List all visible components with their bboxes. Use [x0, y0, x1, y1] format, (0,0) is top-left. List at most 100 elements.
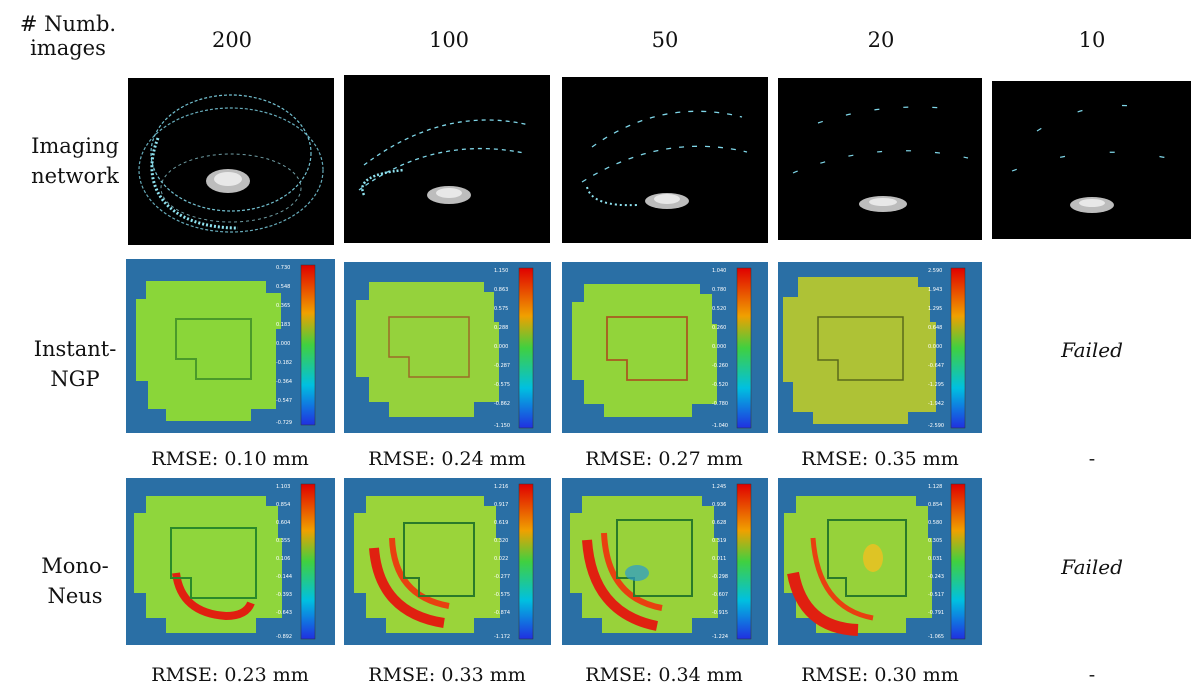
row-label-line: Mono-	[41, 554, 109, 578]
mono-neus-map-100: 1.216 0.917 0.619 0.320 0.022 -0.277 -0.…	[344, 478, 551, 645]
cbar-label: 1.103	[276, 484, 290, 490]
mono-neus-failed-10: Failed	[1061, 555, 1123, 579]
mono-neus-rmse-200: RMSE: 0.23 mm	[151, 664, 309, 686]
mono-neus-map-200: 1.103 0.854 0.604 0.355 0.106 -0.144 -0.…	[126, 478, 335, 645]
row-label-imaging-network: Imaging network	[20, 131, 130, 192]
imaging-network-50-render	[581, 110, 748, 209]
cbar-label: 1.216	[494, 484, 508, 490]
mono-neus-map-200-render: 1.103 0.854 0.604 0.355 0.106 -0.144 -0.…	[126, 478, 335, 645]
cbar-label: 1.245	[712, 484, 726, 490]
cbar-label: 0.288	[494, 325, 508, 331]
cbar-label: 0.520	[712, 306, 726, 312]
instant-ngp-map-200: 0.730 0.548 0.365 0.183 0.000 -0.182 -0.…	[126, 259, 335, 433]
imaging-network-10-render	[1011, 104, 1173, 213]
column-header-10: 10	[1078, 28, 1106, 52]
cbar-label: -1.150	[494, 423, 510, 429]
instant-ngp-rmse-20: RMSE: 0.35 mm	[801, 448, 959, 470]
cbar-label: 2.590	[928, 268, 942, 274]
cbar-label: -0.260	[712, 363, 728, 369]
cbar-label: 1.040	[712, 268, 726, 274]
row-label-line: Imaging	[31, 134, 119, 158]
cbar-label: 0.031	[928, 556, 942, 562]
cbar-label: 0.000	[494, 344, 508, 350]
imaging-network-100-render	[358, 119, 530, 204]
cbar-label: -0.287	[494, 363, 510, 369]
instant-ngp-rmse-100: RMSE: 0.24 mm	[368, 448, 526, 470]
cbar-label: 0.936	[712, 502, 726, 508]
cbar-label: 0.917	[494, 502, 508, 508]
cbar-label: 0.730	[276, 265, 290, 271]
row-label-line: Neus	[47, 584, 103, 609]
instant-ngp-map-100-render: 1.150 0.863 0.575 0.288 0.000 -0.287 -0.…	[344, 262, 551, 433]
instant-ngp-map-20-render: 2.590 1.943 1.295 0.648 0.000 -0.647 -1.…	[778, 262, 982, 433]
cbar-label: 0.648	[928, 325, 942, 331]
cbar-label: -0.862	[494, 401, 510, 407]
cbar-label: -0.298	[712, 574, 728, 580]
imaging-network-200	[128, 78, 334, 245]
cbar-label: -0.517	[928, 592, 944, 598]
cbar-label: -1.295	[928, 382, 944, 388]
cbar-label: 0.604	[276, 520, 290, 526]
cbar-label: 0.106	[276, 556, 290, 562]
instant-ngp-rmse-10: -	[1088, 448, 1096, 470]
imaging-network-200-render	[138, 94, 324, 233]
mono-neus-rmse-100: RMSE: 0.33 mm	[368, 664, 526, 686]
cbar-label: 0.575	[494, 306, 508, 312]
cbar-label: 1.943	[928, 287, 942, 293]
cbar-label: 0.863	[494, 287, 508, 293]
row-label-mono-neus: Mono- Neus	[20, 551, 130, 612]
corner-label-line2: images	[30, 36, 106, 61]
column-header-20: 20	[867, 28, 895, 52]
cbar-label: -0.520	[712, 382, 728, 388]
cbar-label: 0.580	[928, 520, 942, 526]
cbar-label: -0.393	[276, 592, 292, 598]
mono-neus-map-50-render: 1.245 0.936 0.628 0.319 0.011 -0.298 -0.…	[562, 478, 768, 645]
cbar-label: 0.022	[494, 556, 508, 562]
mono-neus-rmse-10: -	[1088, 664, 1096, 686]
cbar-label: -0.892	[276, 634, 292, 640]
corner-label-line1: # Numb.	[19, 12, 117, 36]
cbar-label: -0.575	[494, 382, 510, 388]
cbar-label: 0.260	[712, 325, 726, 331]
cbar-label: -1.224	[712, 634, 728, 640]
imaging-network-20-render	[792, 106, 969, 212]
cbar-label: 0.011	[712, 556, 726, 562]
cbar-label: -0.547	[276, 398, 292, 404]
cbar-label: 0.000	[712, 344, 726, 350]
cbar-label: 0.183	[276, 322, 290, 328]
cbar-label: 0.355	[276, 538, 290, 544]
mono-neus-map-100-render: 1.216 0.917 0.619 0.320 0.022 -0.277 -0.…	[344, 478, 551, 645]
instant-ngp-rmse-50: RMSE: 0.27 mm	[585, 448, 743, 470]
instant-ngp-map-200-render: 0.730 0.548 0.365 0.183 0.000 -0.182 -0.…	[126, 259, 335, 433]
cbar-label: 0.619	[494, 520, 508, 526]
cbar-label: 0.548	[276, 284, 290, 290]
cbar-label: -0.643	[276, 610, 292, 616]
imaging-network-50	[562, 77, 768, 243]
cbar-label: -0.243	[928, 574, 944, 580]
mono-neus-map-50: 1.245 0.936 0.628 0.319 0.011 -0.298 -0.…	[562, 478, 768, 645]
instant-ngp-map-100: 1.150 0.863 0.575 0.288 0.000 -0.287 -0.…	[344, 262, 551, 433]
cbar-label: -0.575	[494, 592, 510, 598]
cbar-label: -2.590	[928, 423, 944, 429]
cbar-label: -0.277	[494, 574, 510, 580]
cbar-label: 0.854	[276, 502, 290, 508]
imaging-network-10	[992, 81, 1191, 239]
cbar-label: -0.729	[276, 420, 292, 426]
cbar-label: 0.000	[928, 344, 942, 350]
cbar-label: -0.874	[494, 610, 510, 616]
imaging-network-100	[344, 75, 550, 243]
column-header-100: 100	[428, 28, 470, 52]
row-label-line: network	[31, 164, 119, 189]
cbar-label: 0.320	[494, 538, 508, 544]
cbar-label: -0.780	[712, 401, 728, 407]
mono-neus-map-20-render: 1.128 0.854 0.580 0.305 0.031 -0.243 -0.…	[778, 478, 982, 645]
mono-neus-rmse-50: RMSE: 0.34 mm	[585, 664, 743, 686]
cbar-label: 1.150	[494, 268, 508, 274]
cbar-label: 0.628	[712, 520, 726, 526]
corner-label: # Numb. images	[18, 12, 118, 60]
instant-ngp-failed-10: Failed	[1061, 338, 1123, 362]
row-label-line: Instant-	[33, 337, 117, 361]
cbar-label: 0.319	[712, 538, 726, 544]
cbar-label: -0.791	[928, 610, 944, 616]
cbar-label: 0.000	[276, 341, 290, 347]
